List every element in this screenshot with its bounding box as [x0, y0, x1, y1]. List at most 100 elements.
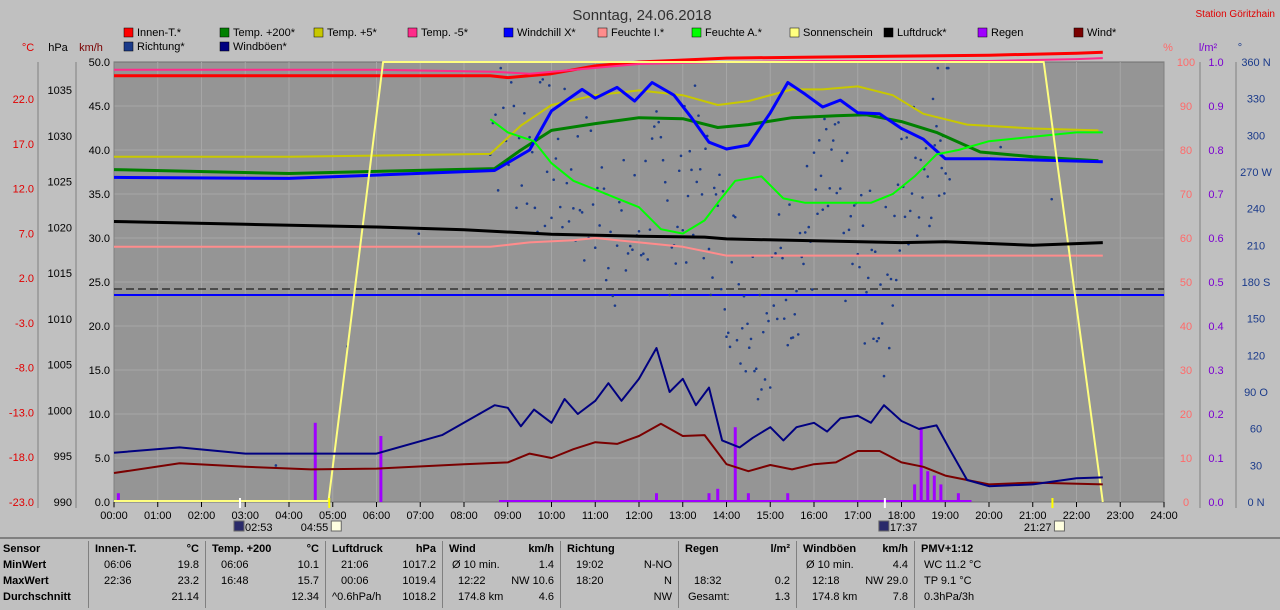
- direction-point: [791, 336, 795, 339]
- x-tick-label: 03:00: [231, 510, 259, 522]
- direction-point: [831, 139, 835, 142]
- event-time: 21:27: [1024, 522, 1052, 534]
- direction-point: [763, 378, 767, 381]
- direction-point: [631, 248, 634, 251]
- y-tick-wind: 35.0: [89, 189, 110, 201]
- direction-point: [554, 157, 558, 160]
- y-tick-direction: 360 N: [1241, 57, 1270, 69]
- direction-point: [891, 304, 895, 307]
- rain-bar: [919, 427, 923, 502]
- legend-swatch: [597, 27, 608, 38]
- x-tick-label: 17:00: [844, 510, 872, 522]
- direction-point: [613, 304, 617, 307]
- direction-point: [889, 277, 893, 281]
- direction-point: [730, 260, 734, 264]
- y-tick-temp: 2.0: [19, 273, 34, 285]
- regen-row2-time: 18:32: [694, 575, 722, 587]
- rain-bar: [786, 493, 790, 502]
- x-tick-label: 04:00: [275, 510, 303, 522]
- direction-point: [877, 336, 881, 340]
- direction-point: [528, 135, 531, 139]
- direction-point: [786, 343, 790, 347]
- direction-point: [556, 137, 560, 141]
- direction-point: [863, 342, 867, 345]
- direction-point: [558, 205, 562, 209]
- y-tick-temp: 12.0: [13, 184, 34, 196]
- direction-point: [739, 362, 742, 365]
- direction-point: [543, 224, 547, 228]
- direction-point: [589, 129, 593, 133]
- pmv-row2: TP 9.1 °C: [924, 575, 972, 587]
- direction-point: [596, 186, 599, 190]
- direction-point: [821, 208, 825, 211]
- direction-point: [655, 110, 658, 113]
- statistics-panel: Sensor MinWert MaxWert Durchschnitt Inne…: [0, 537, 1280, 610]
- direction-point: [520, 184, 524, 187]
- direction-point: [944, 172, 947, 175]
- direction-point: [753, 369, 756, 373]
- direction-point: [793, 312, 797, 316]
- direction-point: [761, 330, 765, 334]
- direction-point: [903, 215, 907, 219]
- luftdruck-trend: ^0.6hPa/h: [332, 591, 382, 603]
- y-tick-pressure: 1005: [48, 360, 72, 372]
- wind-row1-val: 1.4: [538, 559, 554, 571]
- rain-bar: [746, 493, 750, 502]
- y-tick-wind: 10.0: [89, 409, 110, 421]
- direction-point: [735, 338, 739, 342]
- x-tick-label: 06:00: [363, 510, 391, 522]
- richtung-row2-val: N: [664, 575, 672, 587]
- y-tick-rain: 1.0: [1208, 57, 1223, 69]
- y-tick-wind: 25.0: [89, 277, 110, 289]
- legend-label: Feuchte I.*: [611, 27, 665, 39]
- direction-point: [552, 178, 555, 182]
- y-tick-pressure: 995: [54, 451, 72, 463]
- direction-point: [533, 206, 537, 210]
- y-tick-direction: 150: [1247, 314, 1265, 326]
- direction-point: [661, 158, 665, 162]
- innen-head: Innen-T.: [95, 543, 137, 555]
- chart-marks: [113, 50, 1164, 503]
- y-tick-pressure: 1030: [48, 131, 72, 143]
- regen-head: Regen: [685, 543, 719, 555]
- x-tick-label: 08:00: [450, 510, 478, 522]
- series-line: [113, 422, 1103, 486]
- x-tick-label: 05:00: [319, 510, 347, 522]
- direction-point: [681, 228, 685, 232]
- direction-point: [926, 175, 930, 178]
- y-tick-rain: 0.4: [1208, 321, 1223, 333]
- direction-point: [525, 202, 529, 205]
- direction-point: [666, 199, 669, 202]
- y-tick-pressure: 1025: [48, 177, 72, 189]
- regen-row3-val: 1.3: [774, 591, 790, 603]
- y-tick-temp: -3.0: [15, 318, 34, 330]
- direction-point: [781, 256, 784, 260]
- direction-point: [879, 283, 882, 286]
- direction-point: [676, 225, 679, 229]
- wind-unit: km/h: [528, 543, 554, 555]
- direction-point: [936, 66, 940, 70]
- direction-point: [943, 192, 946, 195]
- axis-unit-temp: °C: [22, 42, 34, 54]
- boeen-unit: km/h: [882, 543, 908, 555]
- series-line: [489, 118, 1103, 235]
- direction-point: [624, 269, 628, 272]
- y-tick-pressure: 1015: [48, 268, 72, 280]
- direction-point: [620, 209, 623, 212]
- stats-wind-col: Wind km/h Ø 10 min. 1.4 12:22 NW 10.6 174.8…: [442, 541, 560, 608]
- y-tick-humidity: 0: [1183, 497, 1189, 509]
- rain-bar: [716, 488, 720, 502]
- x-tick-label: 13:00: [669, 510, 697, 522]
- direction-point: [931, 97, 935, 101]
- direction-point: [866, 276, 870, 280]
- direction-point: [728, 345, 732, 349]
- direction-point: [772, 304, 776, 307]
- direction-point: [668, 293, 671, 297]
- direction-point: [768, 386, 772, 389]
- legend-label: Wind*: [1087, 27, 1117, 39]
- direction-point: [905, 136, 909, 139]
- boeen-row2-time: 12:18: [812, 575, 840, 587]
- direction-point: [698, 167, 702, 171]
- wind-row1-label: Ø 10 min.: [452, 559, 500, 571]
- direction-point: [512, 104, 516, 108]
